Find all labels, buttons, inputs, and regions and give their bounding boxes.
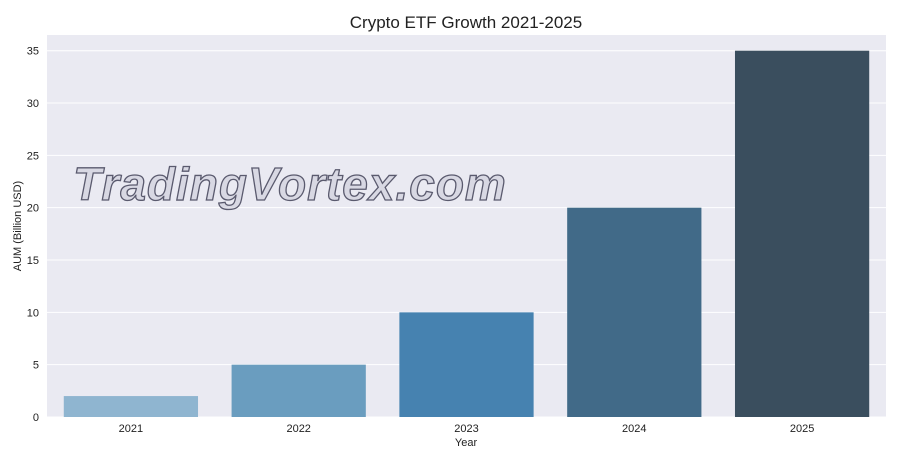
y-tick-label: 15 bbox=[27, 255, 39, 267]
watermark-logo: TradingVortex.com bbox=[73, 158, 507, 210]
x-tick-label: 2025 bbox=[790, 423, 814, 435]
y-tick-label: 0 bbox=[33, 412, 39, 424]
bar-2024 bbox=[567, 207, 702, 417]
x-tick-label: 2021 bbox=[119, 423, 143, 435]
y-tick-label: 30 bbox=[27, 98, 39, 110]
x-tick-labels: 2021 2022 2023 2024 2025 bbox=[119, 423, 815, 435]
bar-2021 bbox=[63, 396, 199, 417]
y-tick-label: 20 bbox=[27, 203, 39, 215]
y-tick-labels: 0 5 10 15 20 25 30 35 bbox=[27, 46, 39, 424]
bar-2025 bbox=[734, 50, 870, 417]
x-tick-label: 2022 bbox=[286, 423, 310, 435]
x-tick-label: 2024 bbox=[622, 423, 646, 435]
y-axis-label: AUM (Billion USD) bbox=[12, 181, 24, 271]
chart-title: Crypto ETF Growth 2021-2025 bbox=[350, 13, 582, 32]
bar-2022 bbox=[231, 364, 366, 417]
y-tick-label: 35 bbox=[27, 46, 39, 58]
x-axis-label: Year bbox=[455, 437, 478, 449]
y-tick-label: 5 bbox=[33, 360, 39, 372]
y-tick-label: 10 bbox=[27, 307, 39, 319]
x-tick-label: 2023 bbox=[454, 423, 478, 435]
y-tick-label: 25 bbox=[27, 150, 39, 162]
bar-2023 bbox=[399, 312, 534, 417]
bars bbox=[63, 50, 870, 417]
